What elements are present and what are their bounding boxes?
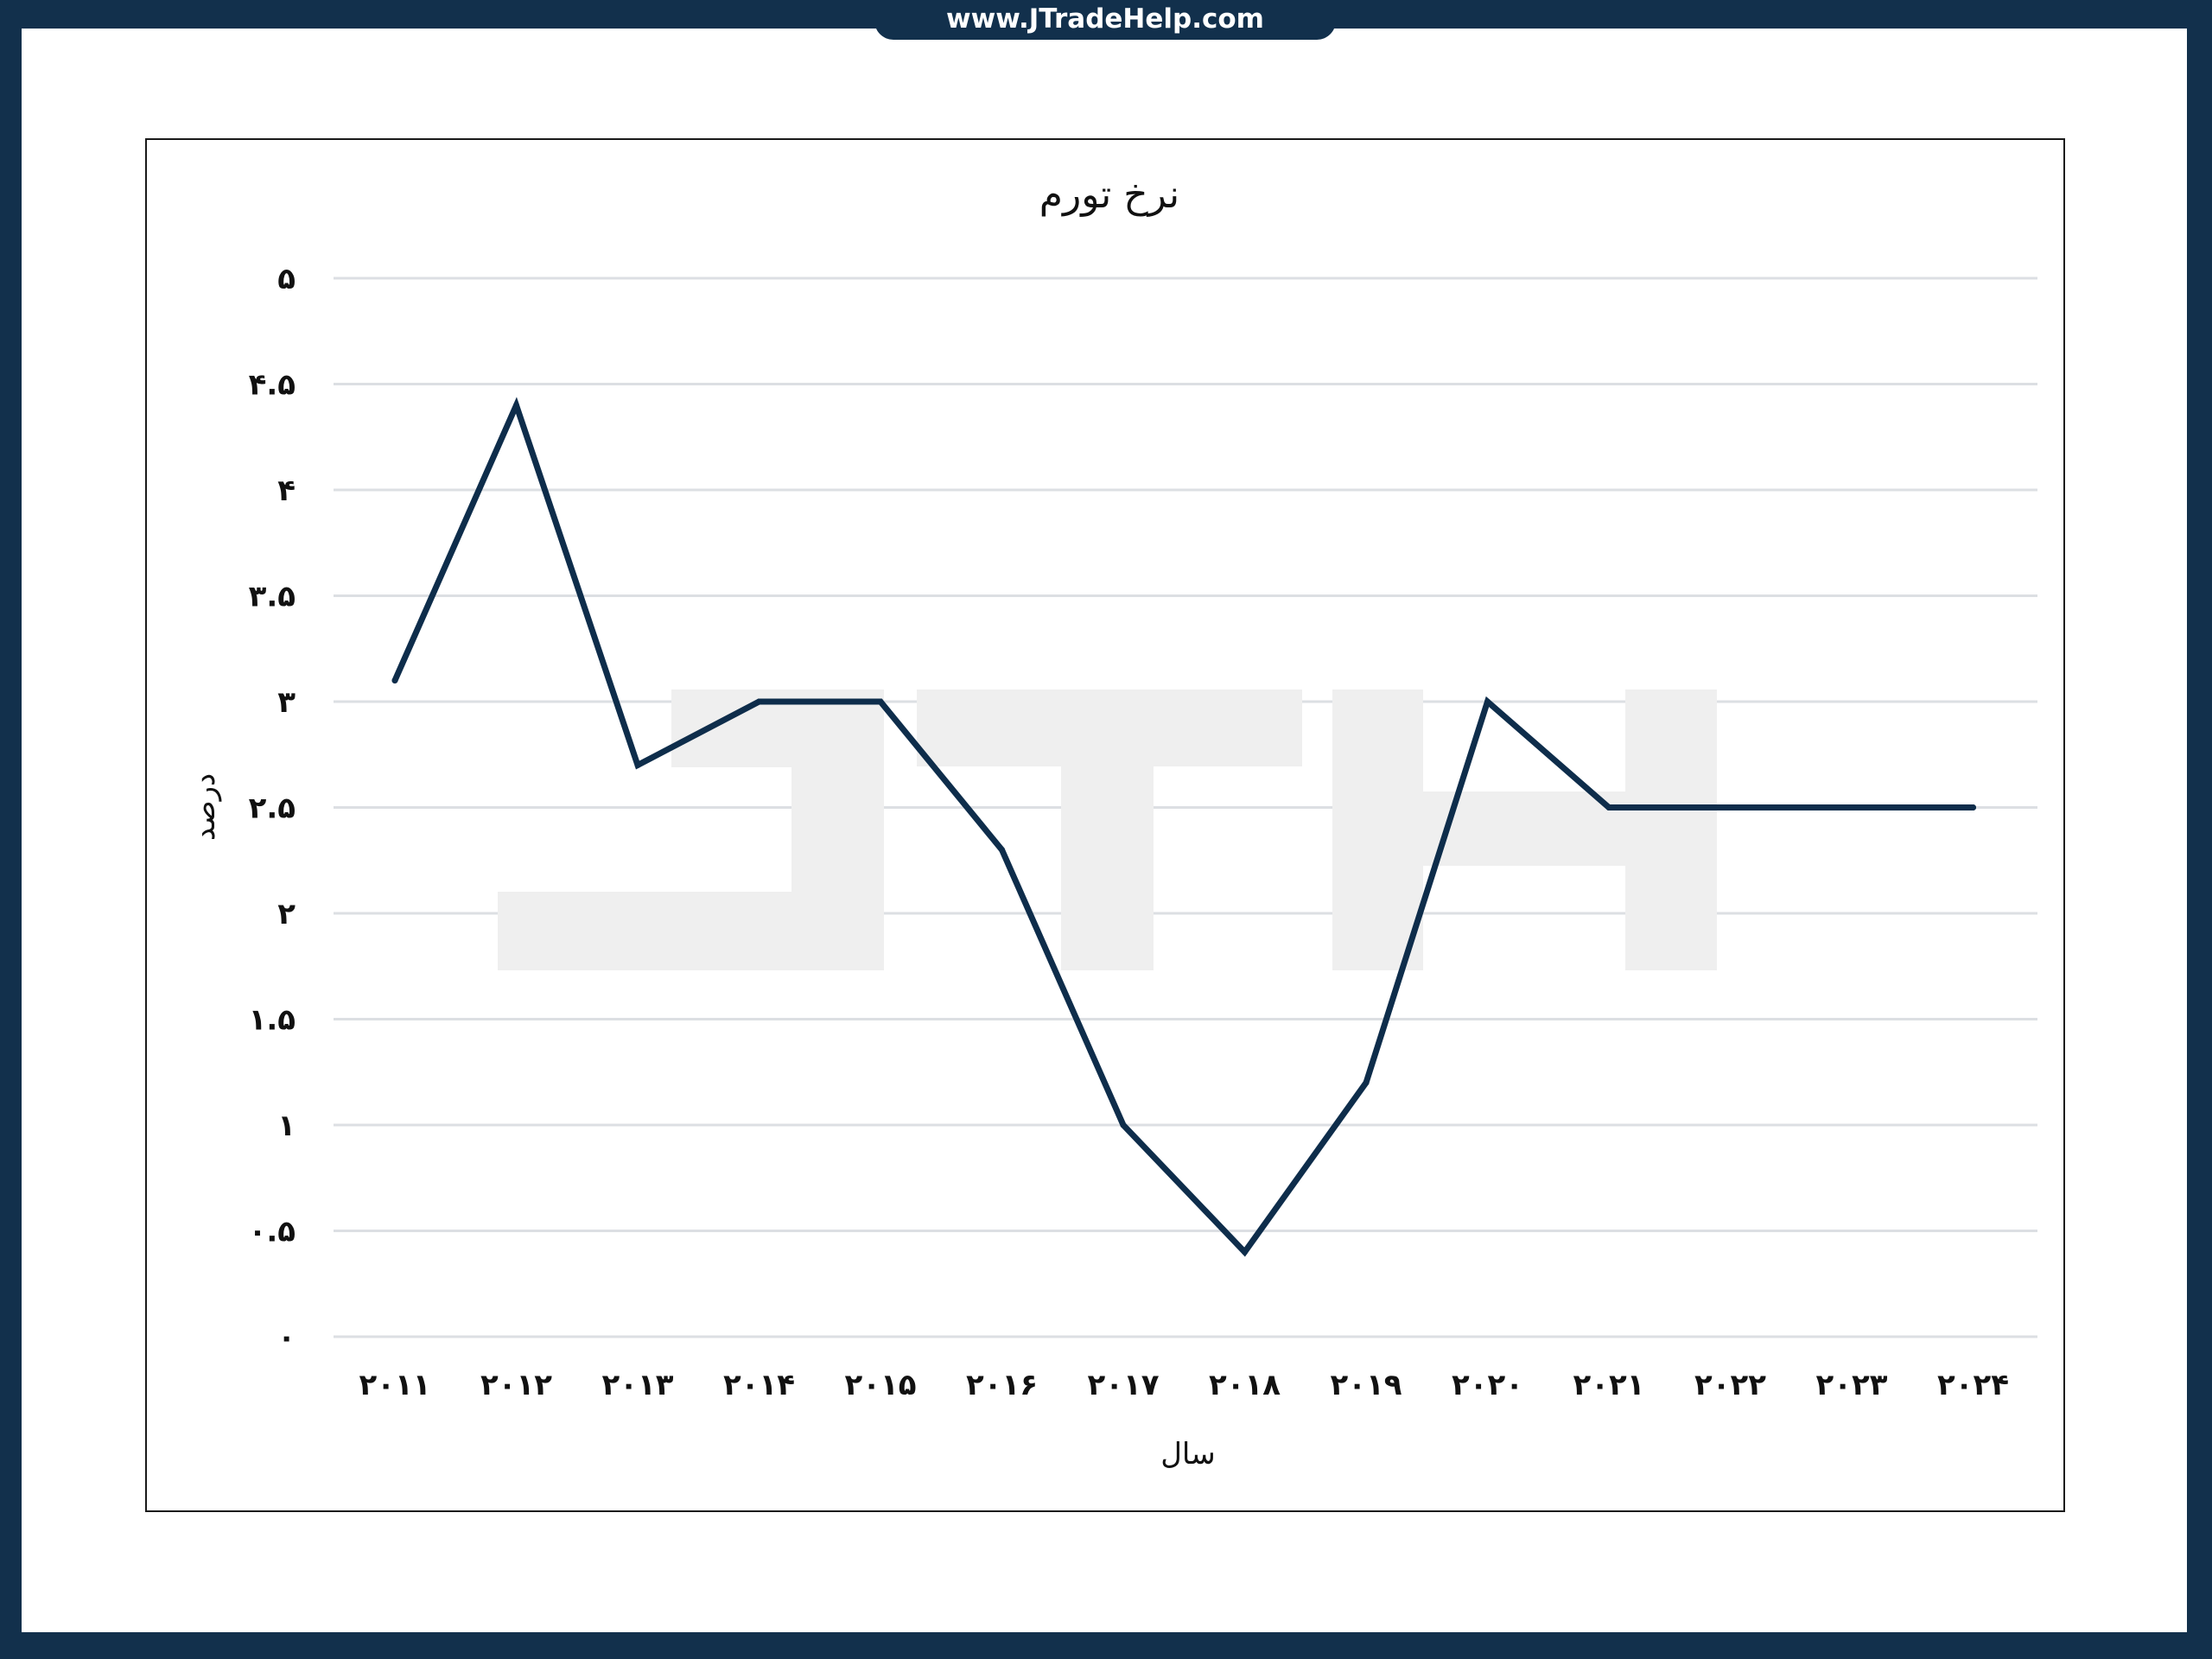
watermark-letter-t-bar <box>917 690 1302 766</box>
data-point <box>634 762 641 768</box>
series-line <box>391 397 1976 1257</box>
y-tick-label: ۰.۵ <box>249 1215 296 1249</box>
data-point <box>999 847 1005 853</box>
watermark-letter-j <box>498 690 884 970</box>
data-point <box>513 402 519 409</box>
x-axis-label: سال <box>1160 1437 1216 1471</box>
x-tick-label: ۲۰۱۷ <box>1087 1368 1159 1402</box>
chart-container: نرخ تورم ۰ ۰.۵ ۱ ۱.۵ ۲ ۲.۵ ۳ ۳.۵ ۴ ۴.۵ ۵ ۲۰۱۱ ۲۰۱۲ ۲… <box>145 138 2065 1512</box>
x-tick-label: ۲۰۲۴ <box>1937 1368 2009 1402</box>
data-point <box>391 677 398 683</box>
data-point <box>1848 804 1855 810</box>
data-point <box>1242 1249 1248 1255</box>
x-tick-label: ۲۰۱۵ <box>844 1368 916 1402</box>
y-tick-label: ۲.۵ <box>249 791 296 826</box>
x-tick-label: ۲۰۲۳ <box>1815 1368 1887 1402</box>
jth-watermark <box>498 690 1717 970</box>
y-tick-label: ۲ <box>277 897 296 931</box>
line-chart: نرخ تورم ۰۰.۵۱۱.۵۲۲.۵۳۳.۵۴۴.۵۵ ۲۰۱۱ ۲۰۱۲ ۲… <box>188 173 2037 1471</box>
site-url-tab[interactable]: www.JTradeHelp.com <box>874 0 1336 40</box>
y-tick-label: ۵ <box>277 262 296 296</box>
data-point <box>877 698 884 705</box>
x-tick-label: ۲۰۲۱ <box>1573 1368 1644 1402</box>
watermark-letter-t-stem <box>1061 766 1154 970</box>
y-tick-label: ۴.۵ <box>249 368 296 403</box>
data-point <box>1727 804 1733 810</box>
x-tick-label: ۲۰۱۴ <box>723 1368 795 1402</box>
x-tick-label: ۲۰۱۹ <box>1330 1368 1402 1402</box>
data-point <box>1484 698 1491 705</box>
watermark-letter-h-right <box>1625 690 1717 970</box>
y-tick-label: ۴ <box>277 474 296 508</box>
y-tick-label: ۰ <box>277 1320 296 1355</box>
x-tick-label: ۲۰۱۸ <box>1209 1368 1281 1402</box>
gridlines <box>334 276 2037 1338</box>
x-tick-label: ۲۰۱۱ <box>359 1368 430 1402</box>
x-tick-label: ۲۰۲۰ <box>1452 1368 1523 1402</box>
y-tick-label: ۱ <box>277 1109 296 1143</box>
data-point <box>1970 804 1976 810</box>
x-axis-ticks: ۲۰۱۱ ۲۰۱۲ ۲۰۱۳ ۲۰۱۴ ۲۰۱۵ ۲۰۱۶ ۲۰۱۷ ۲۰۱۸ ۲۰۱۹ ۲۰۲۰… <box>359 1368 2009 1402</box>
x-tick-label: ۲۰۲۲ <box>1694 1368 1766 1402</box>
x-tick-label: ۲۰۱۲ <box>480 1368 552 1402</box>
y-axis-ticks: ۰ ۰.۵ ۱ ۱.۵ ۲ ۲.۵ ۳ ۳.۵ ۴ ۴.۵ ۵ <box>249 262 296 1355</box>
y-axis-label: درصد <box>188 773 222 841</box>
watermark-letter-h-left <box>1332 690 1423 970</box>
x-tick-label: ۲۰۱۶ <box>966 1368 1038 1402</box>
series-inflation <box>391 397 1976 1257</box>
y-tick-label: ۱.۵ <box>249 1003 296 1038</box>
y-tick-label: ۳.۵ <box>249 580 296 614</box>
chart-title: نرخ تورم <box>1039 173 1179 217</box>
data-point <box>1120 1122 1127 1128</box>
y-tick-label: ۳ <box>277 685 296 720</box>
data-point <box>756 698 762 705</box>
data-point <box>1363 1079 1370 1086</box>
x-tick-label: ۲۰۱۳ <box>601 1368 673 1402</box>
data-point <box>1605 804 1612 810</box>
